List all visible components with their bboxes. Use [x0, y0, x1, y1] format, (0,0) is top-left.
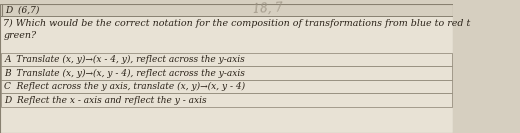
Text: green?: green?	[4, 31, 36, 40]
Text: 7) Which would be the correct notation for the composition of transformations fr: 7) Which would be the correct notation f…	[4, 19, 471, 28]
Bar	[1, 66, 452, 80]
Bar	[1, 93, 452, 107]
Text: D  (6,7): D (6,7)	[5, 5, 40, 14]
Text: 18, 7: 18, 7	[252, 1, 283, 15]
Bar	[1, 80, 452, 93]
Bar	[0, 4, 452, 16]
Text: A  Translate (x, y)→(x - 4, y), reflect across the y-axis: A Translate (x, y)→(x - 4, y), reflect a…	[4, 55, 245, 64]
Text: D  Reflect the x - axis and reflect the y - axis: D Reflect the x - axis and reflect the y…	[4, 96, 207, 105]
Bar	[1, 53, 452, 66]
Text: C  Reflect across the y axis, translate (x, y)→(x, y - 4): C Reflect across the y axis, translate (…	[4, 82, 245, 91]
Text: B  Translate (x, y)→(x, y - 4), reflect across the y-axis: B Translate (x, y)→(x, y - 4), reflect a…	[4, 68, 245, 78]
